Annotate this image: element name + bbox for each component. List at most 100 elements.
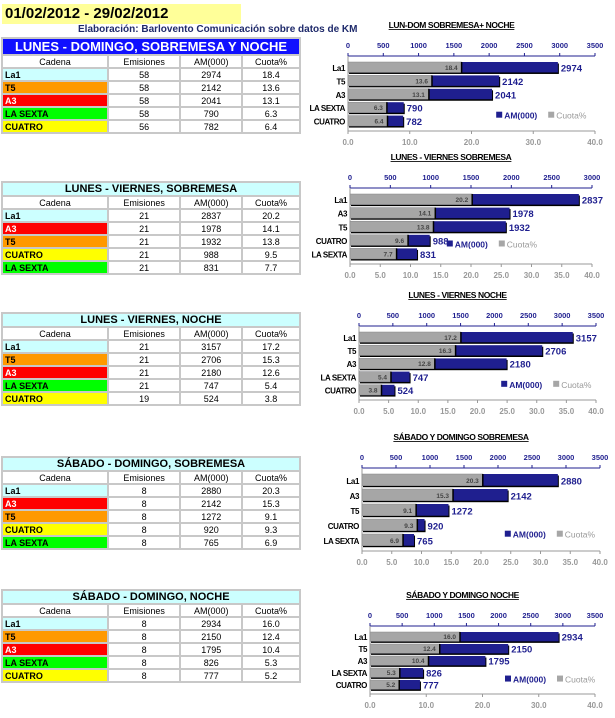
am-cell: 2837 (179, 208, 244, 223)
top-tick-label: 500 (390, 453, 403, 462)
am-data-label: 765 (417, 537, 434, 548)
cuota-cell: 6.9 (241, 535, 301, 550)
am-cell: 988 (179, 247, 244, 262)
top-tick-label: 1000 (410, 41, 427, 50)
channel-cell: La1 (1, 339, 109, 354)
legend-swatch-cuota (556, 530, 563, 537)
table-row: CUATRO 19 524 3.8 (1, 391, 301, 406)
table-title: LUNES - VIERNES, NOCHE (1, 312, 301, 328)
bottom-tick-label: 15.0 (443, 558, 459, 567)
cuota-cell: 12.6 (241, 365, 301, 380)
cuota-bar (349, 193, 473, 205)
bar-chart: LUNES - VIERNES SOBREMESA 0 500 1000 1500 200… (312, 152, 603, 280)
bottom-tick-label: 40.0 (584, 271, 600, 280)
bottom-tick-label: 10.0 (402, 138, 418, 147)
column-header: AM(000) (179, 470, 244, 485)
am-cell: 2142 (179, 496, 244, 511)
am-cell: 2142 (179, 80, 244, 95)
legend-swatch-am (496, 111, 503, 118)
column-header: Cadena (1, 470, 109, 485)
am-data-label: 2180 (510, 360, 531, 371)
chart-title: SÁBADO Y DOMINGO SOBREMESA (393, 432, 528, 442)
channel-cell: La1 (1, 616, 109, 631)
am-cell: 920 (179, 522, 244, 537)
am-cell: 765 (179, 535, 244, 550)
table-row: A3 21 1978 14.1 (1, 221, 301, 236)
category-label: La1 (332, 64, 346, 73)
bottom-tick-label: 40.0 (587, 701, 603, 710)
am-data-label: 777 (423, 680, 439, 691)
top-tick-label: 1500 (446, 41, 463, 50)
column-header: Emisiones (106, 603, 182, 618)
chart-title: LUN-DOM SOBREMESA+ NOCHE (389, 20, 515, 30)
channel-cell: LA SEXTA (1, 655, 109, 670)
am-data-label: 2142 (502, 77, 523, 88)
subtitle: Elaboración: Barlovento Comunicación sob… (78, 24, 358, 35)
table-row: T5 8 1272 9.1 (1, 509, 301, 524)
channel-cell: T5 (1, 352, 109, 367)
cuota-cell: 12.4 (241, 629, 301, 644)
am-cell: 1978 (179, 221, 244, 236)
bottom-tick-label: 25.0 (499, 407, 515, 416)
channel-cell: T5 (1, 80, 109, 95)
column-header: Cuota% (241, 470, 301, 485)
column-header: AM(000) (179, 54, 244, 69)
top-tick-label: 2500 (543, 173, 560, 182)
am-data-label: 1932 (509, 223, 530, 234)
category-label: CUATRO (325, 387, 356, 396)
category-label: T5 (347, 347, 356, 356)
top-tick-label: 500 (396, 611, 409, 620)
bottom-tick-label: 10.0 (403, 271, 419, 280)
channel-cell: A3 (1, 642, 109, 657)
legend-swatch-am (446, 240, 453, 247)
cuota-cell: 15.3 (241, 496, 301, 511)
bottom-tick-label: 20.0 (473, 558, 489, 567)
bar-chart: SÁBADO Y DOMINGO SOBREMESA 0 500 1000 1500 20… (324, 432, 609, 567)
category-label: A3 (336, 91, 346, 100)
cuota-data-label: 9.1 (403, 508, 412, 515)
category-label: CUATRO (328, 522, 359, 531)
top-tick-label: 500 (377, 41, 390, 50)
bar-chart: LUN-DOM SOBREMESA+ NOCHE 0 500 1000 1500 2000… (310, 20, 604, 147)
legend-label-cuota: Cuota% (507, 239, 538, 249)
emisiones-cell: 21 (106, 260, 182, 275)
table-title: SÁBADO - DOMINGO, NOCHE (1, 589, 301, 605)
bottom-tick-label: 35.0 (562, 558, 578, 567)
column-header: Emisiones (106, 195, 182, 210)
emisiones-cell: 19 (106, 391, 182, 406)
cuota-cell: 3.8 (241, 391, 301, 406)
bottom-tick-label: 10.0 (418, 701, 434, 710)
emisiones-cell: 58 (106, 80, 182, 95)
table-row: LA SEXTA 8 826 5.3 (1, 655, 301, 670)
legend-swatch-am (505, 675, 511, 682)
channel-cell: CUATRO (1, 247, 109, 262)
am-cell: 777 (179, 668, 244, 683)
channel-cell: La1 (1, 483, 109, 498)
cuota-cell: 9.3 (241, 522, 301, 537)
top-tick-label: 3000 (558, 453, 575, 462)
am-data-label: 1272 (451, 507, 472, 518)
ratings-table: SÁBADO - DOMINGO, NOCHE Cadena Emisiones AM… (1, 589, 301, 683)
am-cell: 2880 (179, 483, 244, 498)
cuota-data-label: 18.4 (445, 65, 458, 72)
bottom-tick-label: 10.0 (410, 407, 426, 416)
ratings-table: LUNES - VIERNES, NOCHE Cadena Emisiones AM(… (1, 312, 301, 406)
top-tick-label: 2000 (490, 611, 507, 620)
cuota-cell: 5.4 (241, 378, 301, 393)
emisiones-cell: 21 (106, 208, 182, 223)
bottom-tick-label: 5.0 (375, 271, 387, 280)
table-row: LA SEXTA 21 747 5.4 (1, 378, 301, 393)
column-header: AM(000) (179, 195, 244, 210)
top-tick-label: 2500 (520, 311, 537, 320)
bottom-tick-label: 30.0 (529, 407, 545, 416)
emisiones-cell: 21 (106, 365, 182, 380)
category-label: La1 (343, 334, 357, 343)
category-label: LA SEXTA (312, 251, 348, 260)
emisiones-cell: 8 (106, 522, 182, 537)
legend-label-am: AM(000) (513, 675, 546, 685)
table-title: LUNES - DOMINGO, SOBREMESA Y NOCHE (1, 37, 301, 56)
bottom-tick-label: 15.0 (440, 407, 456, 416)
cuota-data-label: 13.6 (415, 78, 428, 85)
emisiones-cell: 58 (106, 67, 182, 82)
am-cell: 3157 (179, 339, 244, 354)
